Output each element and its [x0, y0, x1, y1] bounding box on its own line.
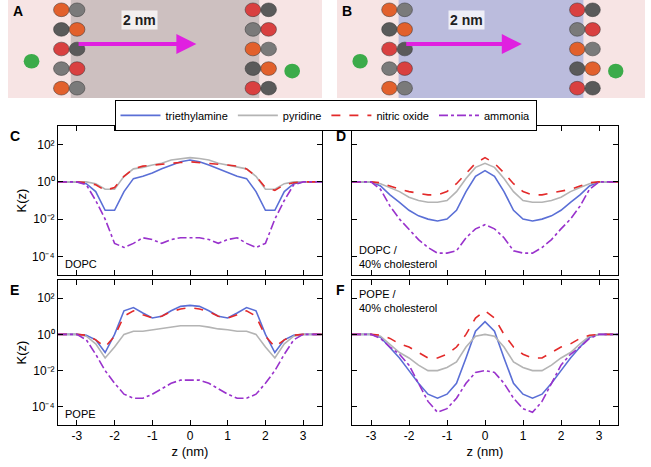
svg-text:D: D	[336, 128, 346, 144]
svg-text:-1: -1	[442, 429, 453, 443]
svg-text:3: 3	[596, 429, 603, 443]
svg-text:triethylamine: triethylamine	[166, 110, 228, 122]
svg-text:10⁰: 10⁰	[37, 328, 54, 342]
svg-text:A: A	[13, 3, 23, 19]
svg-text:K(z): K(z)	[14, 189, 29, 213]
svg-text:3: 3	[300, 429, 307, 443]
svg-text:2 nm: 2 nm	[123, 12, 156, 28]
svg-text:10⁻²: 10⁻²	[33, 364, 54, 378]
svg-text:C: C	[10, 128, 20, 144]
svg-text:POPE: POPE	[65, 408, 96, 420]
svg-text:2: 2	[262, 429, 269, 443]
svg-text:1: 1	[224, 429, 231, 443]
svg-text:F: F	[336, 282, 345, 298]
svg-text:z (nm): z (nm)	[467, 444, 504, 459]
svg-text:pyridine: pyridine	[283, 110, 322, 122]
svg-text:10⁻⁴: 10⁻⁴	[32, 400, 55, 414]
svg-text:B: B	[342, 3, 352, 19]
svg-text:-3: -3	[366, 429, 377, 443]
svg-text:E: E	[10, 282, 19, 298]
svg-text:10⁻⁴: 10⁻⁴	[32, 250, 55, 264]
svg-text:10²: 10²	[37, 138, 54, 152]
svg-text:POPE /40% cholesterol: POPE /40% cholesterol	[359, 288, 437, 314]
svg-text:-1: -1	[147, 429, 158, 443]
svg-text:-2: -2	[109, 429, 120, 443]
svg-text:-3: -3	[72, 429, 83, 443]
svg-text:K(z): K(z)	[14, 341, 29, 365]
svg-text:nitric oxide: nitric oxide	[376, 110, 429, 122]
svg-text:-2: -2	[404, 429, 415, 443]
svg-text:1: 1	[520, 429, 527, 443]
svg-text:0: 0	[482, 429, 489, 443]
svg-text:2: 2	[558, 429, 565, 443]
svg-text:2 nm: 2 nm	[450, 12, 483, 28]
svg-text:10²: 10²	[37, 291, 54, 305]
svg-text:10⁻²: 10⁻²	[33, 212, 54, 226]
svg-text:z (nm): z (nm)	[172, 444, 209, 459]
svg-text:DOPC /40% cholesterol: DOPC /40% cholesterol	[359, 244, 437, 270]
svg-text:ammonia: ammonia	[484, 110, 530, 122]
svg-text:10⁰: 10⁰	[37, 175, 54, 189]
svg-text:DOPC: DOPC	[65, 258, 97, 270]
svg-text:0: 0	[187, 429, 194, 443]
